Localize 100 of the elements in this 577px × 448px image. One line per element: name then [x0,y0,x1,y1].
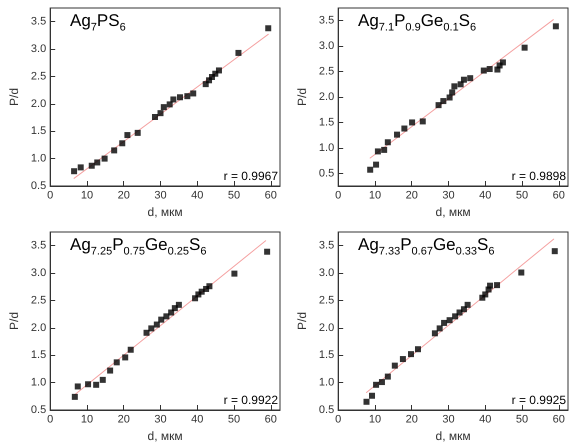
point [436,325,443,332]
point [420,118,426,124]
y-tick-label: 1.0 [318,142,334,154]
point [264,248,270,255]
point [552,23,559,30]
point [518,270,524,276]
point [190,90,196,96]
point [409,119,416,126]
x-tick-label: 20 [406,190,418,202]
y-tick-label: 3.0 [318,40,334,52]
x-tick-label: 10 [80,414,94,426]
point [168,310,174,316]
annotation: r = 0.9925 [512,393,566,407]
y-tick-label: 1.5 [30,349,46,362]
point [148,325,154,332]
y-tick-label: 3.5 [318,240,334,252]
point [467,75,474,82]
point [460,76,467,83]
point [392,362,398,369]
annotation: r = 0.9898 [512,169,566,183]
x-tick-label: 60 [552,190,565,202]
point [522,44,528,51]
point [446,317,453,324]
y-tick-label: 1.0 [30,152,46,165]
point [265,25,272,32]
y-tick-label: 1.5 [30,125,46,138]
point [401,126,408,132]
x-tick-label: 50 [228,414,240,426]
y-axis-title: P/d [7,88,21,106]
point [446,94,453,101]
y-tick-label: 3.0 [318,267,334,280]
y-tick-label: 0.5 [30,180,46,192]
y-axis-title: P/d [295,88,309,106]
point [74,383,81,390]
point [500,59,506,66]
point [494,282,500,288]
x-tick-label: 10 [80,190,94,202]
y-tick-label: 2.5 [318,294,334,306]
y-axis-title: P/d [7,312,21,330]
x-tick-label: 0 [47,414,54,426]
point [235,50,242,56]
point [160,104,167,110]
point [441,320,448,326]
x-tick-label: 50 [516,414,528,426]
point [114,359,120,366]
point [111,147,118,154]
y-tick-label: 2.0 [30,98,46,110]
point [206,283,212,290]
point [452,313,458,320]
x-tick-label: 10 [368,190,382,202]
y-tick-label: 2.0 [30,322,46,334]
y-tick-label: 3.5 [30,16,46,28]
point [373,162,380,168]
point [88,162,95,169]
point [158,110,164,116]
point [374,148,381,154]
point [432,330,438,336]
y-tick-label: 2.5 [30,294,46,306]
point [373,382,380,388]
point [152,114,158,120]
point [134,130,141,136]
y-tick-label: 1.0 [30,376,46,389]
x-tick-label: 30 [442,414,455,426]
y-tick-label: 3.5 [318,14,334,27]
point [369,392,376,399]
point [367,166,374,173]
point [158,316,164,323]
y-tick-label: 0.5 [30,404,46,416]
point [100,376,106,383]
y-tick-label: 3.0 [30,43,46,56]
point [400,356,406,362]
x-tick-label: 20 [118,190,130,202]
point [449,89,456,96]
point [482,291,488,298]
y-tick-label: 3.0 [30,267,46,280]
annotation: r = 0.9922 [224,393,278,407]
point [72,394,78,400]
point [78,164,84,170]
point [408,351,414,358]
y-tick-label: 1.5 [318,349,334,362]
point [231,270,238,277]
x-axis-title: d, мкм [436,428,471,443]
x-axis-title: d, мкм [436,204,471,219]
point [464,302,471,308]
point [102,156,108,162]
point [487,282,494,289]
x-tick-label: 0 [47,190,54,202]
point [85,381,92,388]
x-tick-label: 30 [154,190,167,202]
point [166,101,173,108]
point [436,102,442,108]
point [486,66,493,72]
x-tick-label: 0 [335,414,342,426]
point [144,330,150,336]
point [184,93,190,100]
y-tick-label: 0.5 [318,167,334,180]
point [154,322,160,328]
y-tick-label: 2.0 [318,91,334,103]
x-axis-title: d, мкм [148,204,183,219]
point [552,248,558,254]
